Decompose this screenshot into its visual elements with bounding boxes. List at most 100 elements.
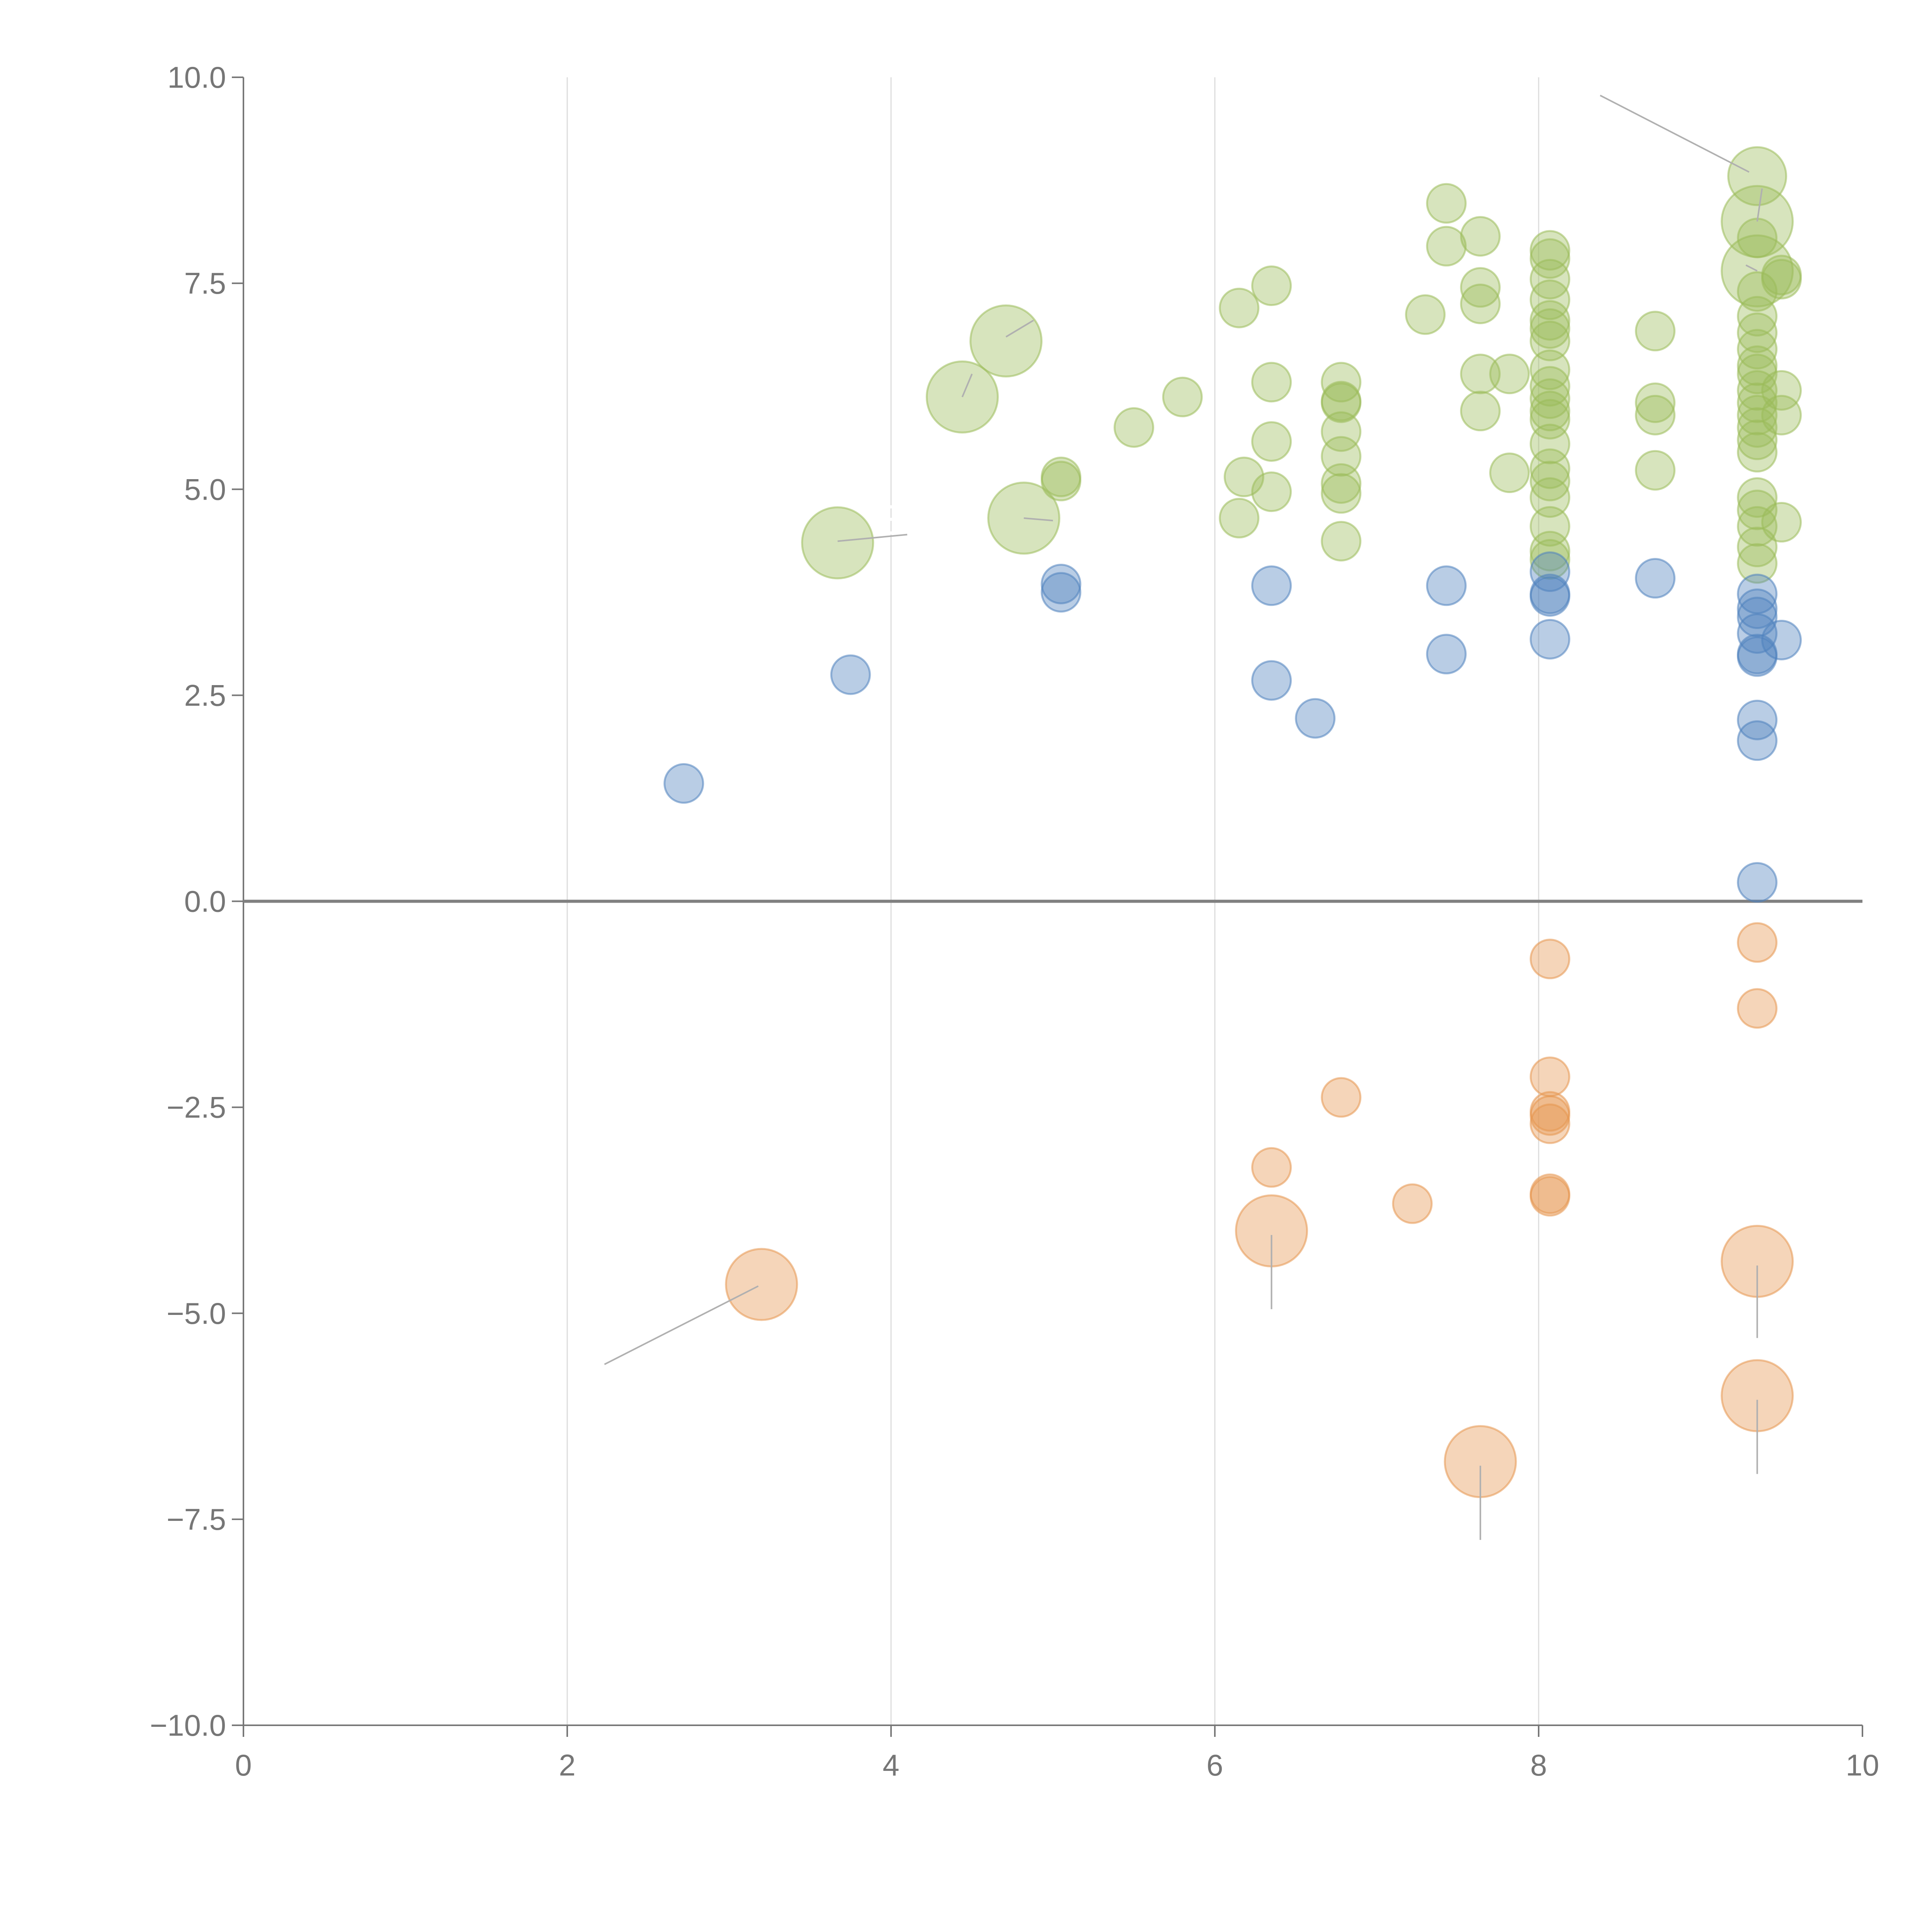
green-data-point (1460, 283, 1501, 324)
annotation-label: B (877, 497, 905, 544)
green-data-point (1529, 308, 1570, 349)
green-data-point (1529, 477, 1570, 518)
x-tick-label: 0 (235, 1748, 252, 1782)
green-data-point (1529, 349, 1570, 390)
green-data-point (1251, 265, 1292, 306)
annotation-leader-line (1005, 320, 1034, 338)
green-data-point (1405, 294, 1446, 335)
green-data-point (1737, 218, 1778, 259)
orange-data-point (1529, 939, 1570, 980)
blue-data-point (1041, 572, 1082, 613)
green-data-point (1114, 407, 1154, 448)
green-data-point (1737, 490, 1778, 531)
orange-data-point (1529, 1095, 1570, 1136)
y-tick-label: −5.0 (167, 1296, 226, 1330)
blue-data-point (1737, 699, 1778, 740)
blue-data-point (1737, 862, 1778, 903)
green-data-point (1737, 477, 1778, 518)
blue-data-point (1426, 565, 1467, 606)
green-data-point (801, 506, 874, 580)
green-data-point (1219, 498, 1260, 539)
green-data-point (1529, 279, 1570, 320)
green-data-point (1737, 329, 1778, 370)
blue-data-point (1737, 636, 1778, 677)
blue-data-point (1426, 634, 1467, 675)
annotation-layer: B (604, 95, 1763, 1540)
green-data-point (1761, 370, 1802, 411)
green-data-point (1460, 216, 1501, 257)
orange-data-point (1529, 1056, 1570, 1097)
green-data-point (1737, 527, 1778, 568)
x-tick-label: 8 (1530, 1748, 1547, 1782)
green-data-point (1635, 395, 1676, 435)
green-data-point (1529, 259, 1570, 299)
axis-layer: 0 2 4 6 8 10 10.0 7.5 5.0 2.5 0.0 −2.5 −5.0 −7.5 −10.0 (150, 60, 1879, 1782)
green-data-point (1529, 399, 1570, 440)
blue-data-point (1251, 565, 1292, 606)
green-data-point (1737, 395, 1778, 435)
green-data-point (1529, 300, 1570, 341)
green-data-point (1529, 423, 1570, 464)
green-data-point (1529, 506, 1570, 547)
green-data-point (1529, 531, 1570, 571)
blue-data-point (1737, 720, 1778, 761)
blue-data-point (1295, 698, 1336, 739)
x-tick-label: 4 (883, 1748, 899, 1782)
green-data-point (1321, 521, 1362, 562)
green-data-point (1321, 473, 1362, 514)
green-data-point (1426, 226, 1467, 267)
y-tick-label: 10.0 (167, 60, 226, 94)
green-data-point (1737, 382, 1778, 423)
blue-data-point (1635, 558, 1676, 599)
y-tick-label: −2.5 (167, 1090, 226, 1124)
green-data-point (1460, 391, 1501, 432)
green-data-point (1635, 450, 1676, 491)
annotation-leader-line (604, 1285, 759, 1365)
x-tick-label: 10 (1846, 1748, 1879, 1782)
green-data-point (1321, 411, 1362, 452)
green-data-point (1529, 230, 1570, 271)
blue-data-point (1761, 619, 1802, 660)
green-data-point (1529, 320, 1570, 361)
green-data-point (1737, 370, 1778, 411)
point-layer (663, 146, 1802, 1498)
green-data-point (1761, 395, 1802, 435)
green-data-point (1460, 267, 1501, 308)
green-data-point (1727, 146, 1787, 206)
blue-data-point (1041, 563, 1082, 604)
blue-data-point (1737, 588, 1778, 629)
green-data-point (1529, 448, 1570, 489)
orange-data-point (725, 1248, 798, 1321)
annotation-leader-line (961, 373, 973, 398)
y-tick-label: 0.0 (184, 884, 226, 918)
green-data-point (1635, 311, 1676, 352)
annotation-leader-line (1745, 264, 1758, 272)
x-tick-label: 6 (1206, 1748, 1223, 1782)
orange-data-point (1251, 1147, 1292, 1188)
annotation-leader-line (837, 534, 908, 542)
blue-data-point (1529, 576, 1570, 617)
green-data-point (1529, 366, 1570, 407)
y-tick-label: −7.5 (167, 1502, 226, 1536)
orange-data-point (1392, 1183, 1433, 1224)
green-data-point (1529, 378, 1570, 419)
blue-data-point (1251, 660, 1292, 701)
x-tick-label: 2 (559, 1748, 575, 1782)
annotation-leader-line (1600, 95, 1750, 173)
green-data-point (1460, 354, 1501, 395)
green-data-point (1529, 238, 1570, 279)
green-data-point (1162, 376, 1203, 417)
green-data-point (1041, 456, 1082, 497)
green-data-point (1251, 471, 1292, 512)
green-data-point (1426, 183, 1467, 224)
green-data-point (1489, 354, 1530, 395)
annotation-leader-line (1024, 517, 1053, 522)
green-data-point (1737, 543, 1778, 584)
green-data-point (1737, 296, 1778, 337)
annotation-leader-line (1756, 188, 1763, 222)
y-tick-label: 5.0 (184, 472, 226, 506)
blue-data-point (830, 654, 871, 695)
green-data-point (1737, 354, 1778, 395)
